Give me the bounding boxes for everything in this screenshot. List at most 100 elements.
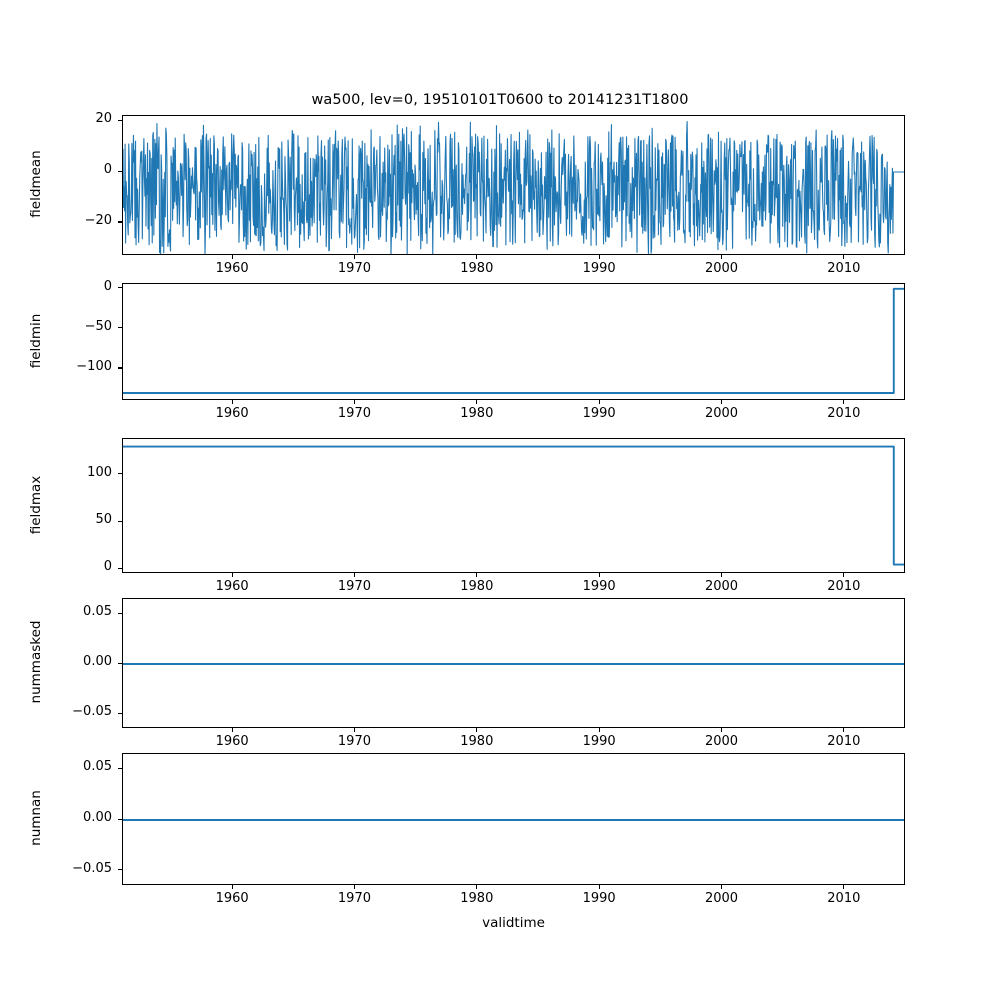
figure-title: wa500, lev=0, 19510101T0600 to 20141231T… (311, 92, 689, 108)
ytick-mark-numnan-2 (118, 869, 122, 871)
line-fieldmin (123, 287, 904, 394)
xtick-label-fieldmax-1: 1970 (337, 579, 371, 594)
ytick-label-nummasked-1: 0.00 (83, 654, 112, 669)
ytick-label-fieldmax-0: 100 (87, 464, 112, 480)
ytick-label-fieldmin-1: −50 (84, 318, 112, 334)
xtick-label-nummasked-0: 1960 (215, 734, 249, 749)
ytick-label-nummasked-0: 0.05 (83, 604, 112, 619)
xtick-mark-fieldmin-5 (843, 400, 845, 404)
xtick-mark-numnan-4 (720, 885, 723, 889)
xtick-mark-numnan-5 (843, 885, 845, 889)
xtick-mark-fieldmax-4 (720, 573, 723, 577)
series-fieldmin (123, 287, 904, 394)
ytick-label-fieldmin-2: −100 (76, 358, 112, 374)
xtick-label-fieldmean-0: 1960 (215, 261, 249, 276)
ytick-mark-nummasked-0 (118, 612, 122, 614)
series-numnan (123, 819, 904, 821)
ytick-mark-numnan-1 (118, 818, 122, 820)
ytick-label-numnan-1: 0.00 (83, 810, 112, 825)
xtick-label-fieldmin-5: 2010 (827, 406, 861, 421)
xtick-label-fieldmin-4: 2000 (704, 406, 739, 421)
series-fieldmax (123, 445, 904, 566)
xtick-mark-fieldmax-3 (598, 573, 600, 577)
ytick-mark-nummasked-2 (118, 712, 122, 714)
subplot-fieldmax (122, 438, 905, 573)
xtick-label-fieldmax-2: 1980 (460, 579, 494, 594)
ytick-mark-fieldmin-1 (118, 327, 122, 329)
subplot-nummasked (122, 598, 905, 728)
xtick-mark-fieldmean-5 (843, 255, 845, 259)
ytick-label-fieldmax-1: 50 (95, 512, 112, 528)
ytick-mark-fieldmax-0 (118, 473, 122, 475)
line-fieldmean (123, 121, 904, 254)
xtick-label-fieldmax-5: 2010 (827, 579, 861, 594)
ytick-mark-fieldmax-2 (118, 567, 122, 569)
ytick-label-fieldmean-1: 0 (103, 162, 112, 177)
xtick-mark-nummasked-1 (353, 728, 356, 732)
xtick-label-fieldmax-0: 1960 (215, 579, 249, 594)
ytick-mark-nummasked-1 (118, 662, 122, 664)
xtick-label-fieldmin-1: 1970 (337, 406, 371, 421)
subplot-fieldmin (122, 283, 905, 400)
line-fieldmax (123, 445, 904, 566)
ytick-mark-numnan-0 (118, 767, 122, 769)
ytick-label-fieldmax-2: 0 (103, 559, 112, 575)
xtick-label-numnan-4: 2000 (704, 891, 739, 906)
xtick-label-fieldmin-2: 1980 (460, 406, 494, 421)
xtick-mark-fieldmean-2 (476, 255, 478, 259)
xlabel: validtime (482, 915, 545, 931)
xtick-mark-fieldmin-3 (598, 400, 600, 404)
xtick-label-fieldmean-4: 2000 (704, 261, 739, 276)
xtick-mark-fieldmax-5 (843, 573, 845, 577)
ylabel-numnan: numnan (28, 790, 44, 846)
ytick-mark-fieldmean-1 (118, 170, 122, 172)
ytick-label-fieldmean-0: 20 (95, 111, 112, 127)
xtick-label-fieldmean-2: 1980 (460, 261, 494, 276)
xtick-mark-fieldmin-1 (353, 400, 356, 404)
xtick-mark-numnan-1 (353, 885, 356, 889)
xtick-mark-nummasked-4 (720, 728, 723, 732)
ytick-label-numnan-2: −0.05 (72, 860, 112, 876)
ytick-label-numnan-0: 0.05 (83, 759, 112, 775)
xtick-mark-fieldmean-3 (598, 255, 600, 259)
ytick-mark-fieldmax-1 (118, 520, 122, 522)
ytick-label-fieldmin-0: 0 (103, 278, 112, 294)
xtick-label-numnan-1: 1970 (337, 891, 371, 906)
ytick-label-nummasked-2: −0.05 (72, 704, 112, 719)
xtick-mark-nummasked-2 (476, 728, 478, 732)
subplot-fieldmean (122, 115, 905, 255)
xtick-mark-fieldmax-1 (353, 573, 356, 577)
xtick-label-numnan-5: 2010 (827, 891, 861, 906)
ytick-label-fieldmean-2: −20 (84, 212, 112, 228)
xtick-mark-fieldmean-1 (353, 255, 356, 259)
xtick-mark-fieldmax-2 (476, 573, 478, 577)
xtick-mark-numnan-2 (476, 885, 478, 889)
xtick-mark-fieldmax-0 (231, 573, 233, 577)
ytick-mark-fieldmean-2 (118, 221, 122, 223)
xtick-label-numnan-3: 1990 (582, 891, 616, 906)
xtick-label-fieldmean-5: 2010 (827, 261, 861, 276)
xtick-mark-nummasked-5 (843, 728, 845, 732)
xtick-mark-nummasked-3 (598, 728, 600, 732)
xtick-mark-fieldmean-4 (720, 255, 723, 259)
xtick-label-nummasked-3: 1990 (582, 734, 616, 749)
ytick-mark-fieldmean-0 (118, 119, 122, 121)
xtick-label-fieldmin-3: 1990 (582, 406, 616, 421)
xtick-mark-fieldmin-0 (231, 400, 233, 404)
xtick-label-fieldmin-0: 1960 (215, 406, 249, 421)
xtick-label-fieldmean-1: 1970 (337, 261, 371, 276)
xtick-mark-numnan-3 (598, 885, 600, 889)
xtick-mark-nummasked-0 (231, 728, 233, 732)
xtick-mark-numnan-0 (231, 885, 233, 889)
series-nummasked (123, 663, 904, 665)
xtick-label-fieldmax-3: 1990 (582, 579, 616, 594)
xtick-label-nummasked-5: 2010 (827, 734, 861, 749)
series-fieldmean (123, 121, 904, 254)
xtick-mark-fieldmin-4 (720, 400, 723, 404)
xtick-mark-fieldmin-2 (476, 400, 478, 404)
ytick-mark-fieldmin-2 (118, 367, 122, 369)
xtick-label-nummasked-1: 1970 (337, 734, 371, 749)
subplot-numnan (122, 753, 905, 885)
xtick-label-fieldmax-4: 2000 (704, 579, 739, 594)
